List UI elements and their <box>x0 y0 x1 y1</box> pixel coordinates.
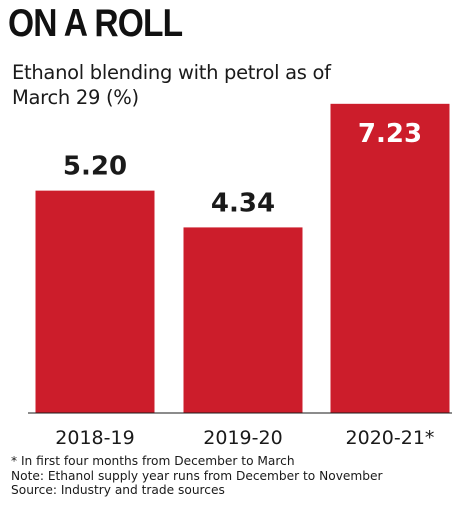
bar-202021 <box>330 103 450 414</box>
footnote-source: Source: Industry and trade sources <box>11 483 225 497</box>
bar-201819 <box>35 190 155 413</box>
footnote-note: Note: Ethanol supply year runs from Dece… <box>11 468 383 483</box>
bar-chart: 5.20 2018-19 4.34 2019-20 7.23 2020-21* <box>28 103 452 449</box>
value-label: 4.34 <box>211 188 275 218</box>
footnote-asterisk: * In first four months from December to … <box>11 454 295 468</box>
value-label: 7.23 <box>358 119 422 149</box>
chart-title: ON A ROLL <box>8 2 183 45</box>
bar-201920 <box>183 227 303 413</box>
footnotes: * In first four months from December to … <box>11 454 451 498</box>
category-label: 2019-20 <box>203 427 282 449</box>
category-label: 2018-19 <box>55 427 134 449</box>
chart-subtitle: Ethanol blending with petrol as of March… <box>12 61 331 109</box>
value-label: 5.20 <box>63 152 127 182</box>
category-label: 2020-21* <box>346 427 435 449</box>
